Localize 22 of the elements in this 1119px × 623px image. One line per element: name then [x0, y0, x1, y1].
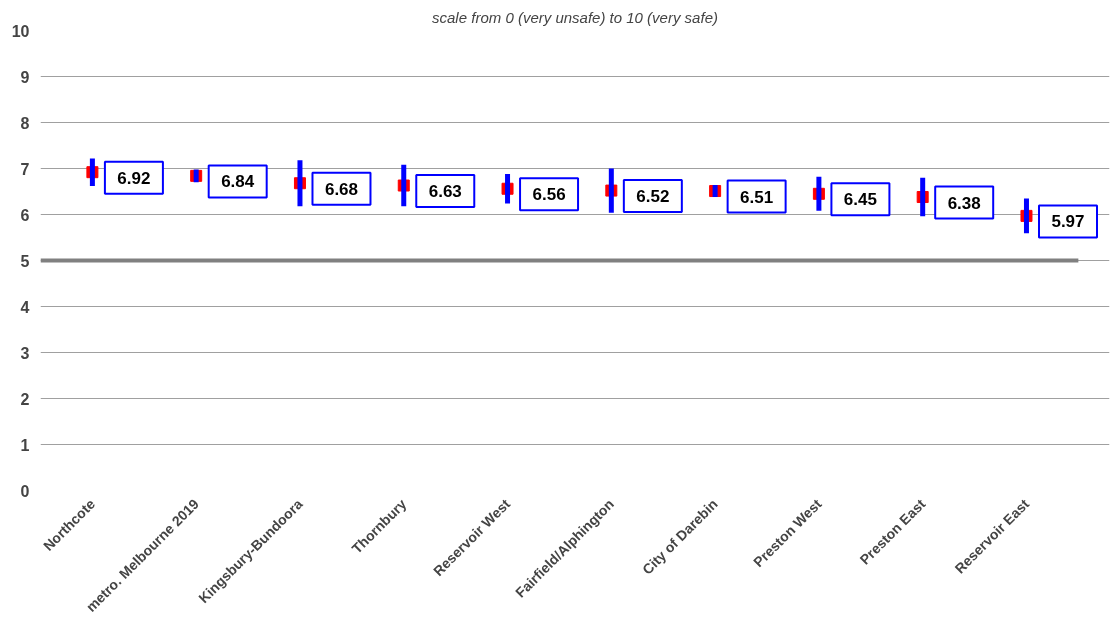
data-label: 6.56	[532, 185, 566, 205]
y-tick-label: 5	[20, 252, 30, 270]
data-label: 6.63	[428, 182, 462, 202]
y-tick-label: 0	[20, 482, 30, 500]
data-label: 6.84	[221, 172, 255, 192]
y-tick-label: 9	[20, 68, 30, 86]
y-tick-label: 8	[20, 114, 30, 132]
y-tick-label: 4	[20, 298, 30, 316]
y-tick-label: 7	[20, 160, 30, 178]
y-tick-label: 3	[20, 344, 30, 362]
y-tick-label: 6	[20, 206, 30, 224]
data-label: 6.52	[636, 187, 670, 207]
data-label: 6.45	[843, 190, 877, 210]
data-label: 6.68	[324, 179, 359, 199]
chart-title: scale from 0 (very unsafe) to 10 (very safe)	[432, 8, 718, 26]
data-label: 6.51	[740, 187, 774, 207]
data-label: 5.97	[1051, 212, 1085, 232]
y-tick-label: 10	[11, 22, 30, 40]
data-label: 6.38	[947, 193, 981, 213]
data-label: 6.92	[117, 168, 151, 188]
y-tick-label: 1	[20, 436, 30, 454]
y-tick-label: 2	[20, 390, 30, 408]
